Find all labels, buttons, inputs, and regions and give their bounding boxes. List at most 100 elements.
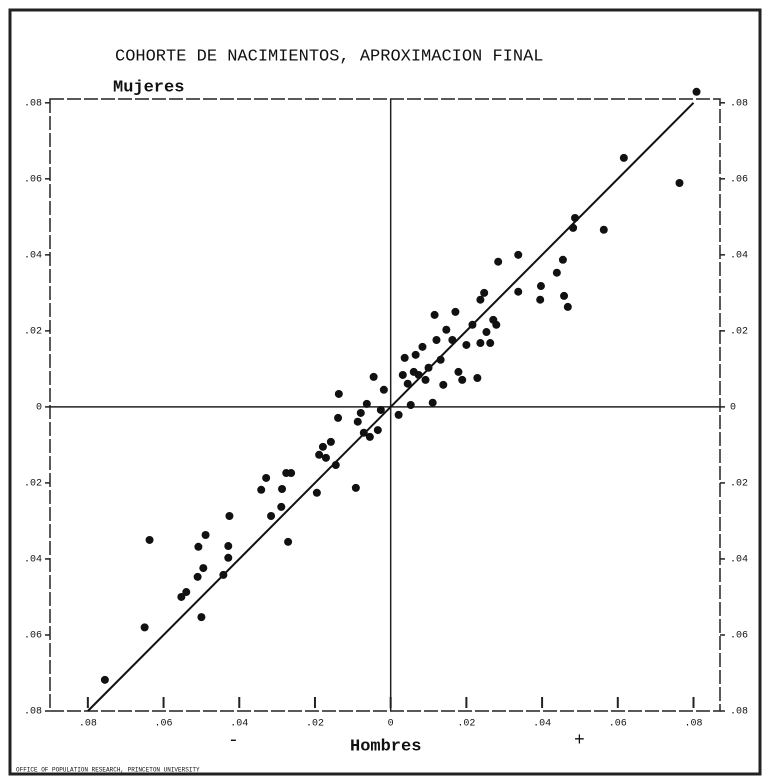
point (536, 295, 545, 304)
y-tick-label-left: .04 (24, 250, 42, 261)
point (619, 153, 628, 162)
point (418, 342, 427, 351)
point (326, 437, 335, 446)
point (193, 572, 202, 581)
point (411, 350, 420, 359)
x-tick-label: .04 (230, 719, 248, 730)
point (194, 542, 203, 551)
point (398, 370, 407, 379)
point (224, 542, 233, 551)
point (315, 450, 324, 459)
y-tick-label-right: 0 (730, 403, 736, 414)
point (451, 307, 460, 316)
y-tick-label-left: .06 (24, 174, 42, 185)
y-tick-label-left: .06 (24, 631, 42, 642)
point (403, 379, 412, 388)
point (353, 417, 362, 426)
point (448, 335, 457, 344)
y-tick-label-right: .08 (730, 98, 748, 109)
point (421, 375, 430, 384)
point (482, 328, 491, 337)
point (267, 511, 276, 520)
point (145, 535, 154, 544)
point (140, 623, 149, 632)
y-tick-label-right: .06 (730, 174, 748, 185)
credit: OFFICE OF POPULATION RESEARCH, PRINCETON… (16, 767, 200, 774)
y-tick-label-right: .02 (730, 479, 748, 490)
outer-border (8, 8, 762, 776)
point (287, 469, 296, 478)
point (362, 399, 371, 408)
y-tick-label-left: 0 (36, 403, 42, 414)
point (569, 223, 578, 232)
point (432, 335, 441, 344)
point (454, 367, 463, 376)
point (278, 485, 287, 494)
x-tick-label: .04 (533, 719, 551, 730)
point (100, 675, 109, 684)
x-tick-label: .08 (79, 719, 97, 730)
point (262, 473, 271, 482)
point (225, 511, 234, 520)
point (318, 442, 327, 451)
point (560, 291, 569, 300)
point (439, 380, 448, 389)
point (284, 537, 293, 546)
point (552, 268, 561, 277)
point (219, 570, 228, 579)
point (312, 488, 321, 497)
point (182, 588, 191, 597)
point (424, 363, 433, 372)
y-tick-label-right: .06 (730, 631, 748, 642)
point (480, 288, 489, 297)
point (334, 413, 343, 422)
point (331, 461, 340, 470)
negative-sign: - (228, 731, 239, 751)
point (406, 401, 415, 409)
point (369, 372, 378, 381)
x-axis-label: Hombres (350, 737, 421, 756)
point (675, 179, 684, 188)
point (365, 432, 374, 441)
point (486, 339, 495, 348)
point (494, 257, 503, 266)
point (400, 353, 409, 362)
point (359, 428, 368, 437)
point (436, 355, 445, 364)
point (468, 320, 477, 329)
point (558, 255, 567, 264)
y-tick-label-right: .02 (730, 327, 748, 338)
point (224, 553, 233, 562)
fit-line (87, 102, 695, 712)
point (334, 389, 343, 398)
point (177, 592, 186, 601)
point (197, 613, 206, 622)
y-tick-label-left: .08 (24, 707, 42, 718)
point (476, 339, 485, 348)
point (599, 225, 608, 234)
point (514, 250, 523, 259)
x-tick-label: .06 (609, 719, 627, 730)
point (430, 310, 439, 319)
chart-title: COHORTE DE NACIMIENTOS, APROXIMACION FIN… (115, 47, 543, 66)
point (571, 213, 580, 222)
point (458, 375, 467, 384)
point (321, 453, 330, 462)
point (376, 405, 385, 414)
point (394, 410, 403, 419)
point (379, 385, 388, 394)
point (442, 325, 451, 334)
positive-sign: + (574, 731, 585, 751)
y-axis-label: Mujeres (113, 78, 184, 97)
y-tick-label-left: .04 (24, 555, 42, 566)
point (257, 485, 266, 494)
x-tick-label: 0 (388, 719, 394, 730)
point (536, 282, 545, 291)
point (476, 295, 485, 304)
x-tick-label: .06 (155, 719, 173, 730)
point (428, 398, 437, 407)
x-tick-label: .02 (306, 719, 324, 730)
point (462, 340, 471, 349)
x-tick-label: .02 (457, 719, 475, 730)
